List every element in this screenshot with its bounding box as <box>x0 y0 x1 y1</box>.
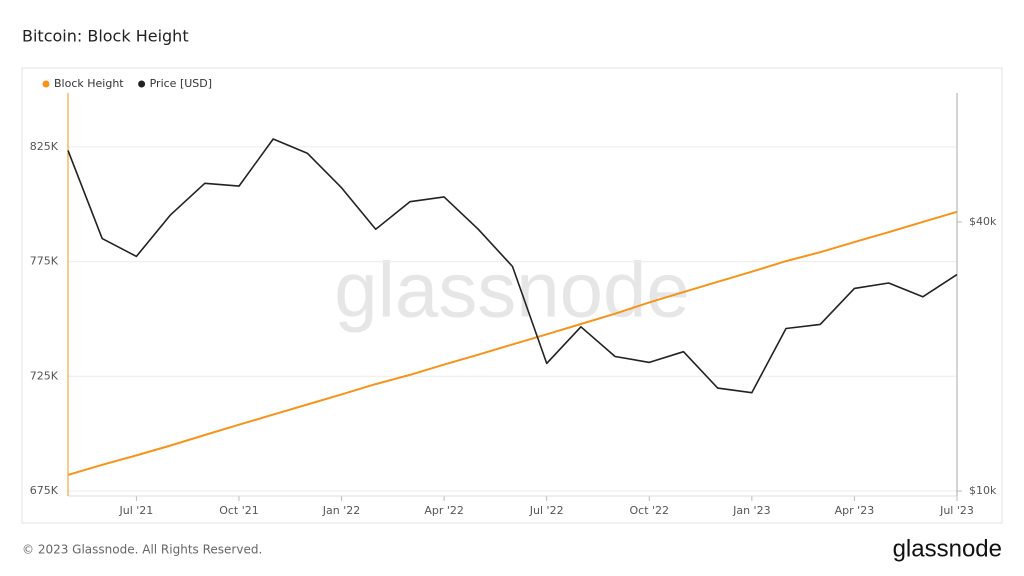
series-line <box>67 138 958 394</box>
legend-swatch <box>42 80 50 88</box>
x-tick-label: Jan '22 <box>322 504 360 517</box>
chart-frame <box>21 67 1003 524</box>
footer: © 2023 Glassnode. All Rights Reserved. <box>22 543 262 557</box>
watermark: glassnode <box>334 246 690 334</box>
chart-title: Bitcoin: Block Height <box>22 27 189 46</box>
legend-label: Block Height <box>54 77 124 90</box>
y2-tick-label: $40k <box>969 215 997 228</box>
x-tick-label: Jul '22 <box>529 504 564 517</box>
x-tick-label: Oct '21 <box>219 504 259 517</box>
y2-tick-label: $10k <box>969 484 997 497</box>
y-tick-label: 675K <box>30 484 59 497</box>
x-tick-label: Jul '21 <box>118 504 153 517</box>
x-tick-label: Jan '23 <box>732 504 770 517</box>
x-tick-label: Apr '23 <box>835 504 875 517</box>
x-tick-label: Jul '23 <box>939 504 974 517</box>
x-tick-label: Oct '22 <box>629 504 669 517</box>
y-tick-label: 725K <box>30 369 59 382</box>
series-line <box>67 210 958 476</box>
y-tick-label: 775K <box>30 255 59 268</box>
x-tick-label: Apr '22 <box>424 504 464 517</box>
legend-label: Price [USD] <box>150 77 212 90</box>
logo: glassnode <box>893 535 1002 562</box>
legend-swatch <box>138 80 146 88</box>
y-tick-label: 825K <box>30 140 59 153</box>
